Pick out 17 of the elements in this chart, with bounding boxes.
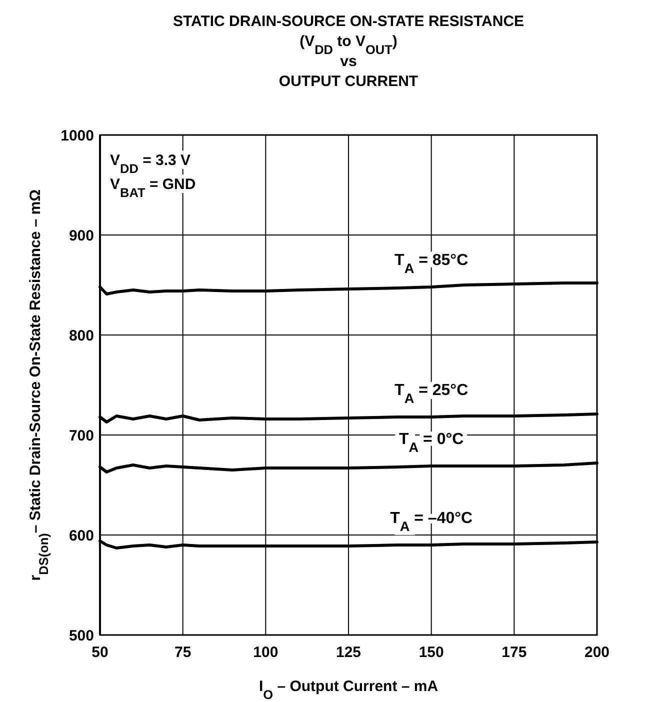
series-label: T$_{A}$ = 25°C — [394, 382, 469, 406]
series-label: T$_{A}$ = 85°C — [394, 252, 469, 276]
y-tick-label: 1000 — [60, 127, 94, 144]
x-tick-label: 200 — [584, 644, 610, 661]
x-tick-label: 75 — [174, 644, 192, 661]
x-tick-label: 175 — [502, 644, 527, 661]
y-tick-label: 700 — [68, 427, 94, 444]
x-tick-label: 150 — [418, 644, 444, 661]
y-tick-label: 800 — [68, 327, 94, 344]
y-tick-label: 500 — [68, 627, 94, 644]
x-tick-label: 125 — [336, 644, 362, 661]
y-tick-label: 900 — [68, 227, 94, 244]
chart-title: STATIC DRAIN-SOURCE ON-STATE RESISTANCE (V$_{DD}$ to V$_{OUT}$) vs OUTPUT CURRENT — [172, 13, 524, 90]
x-axis-title: I$_{O}$ – Output Current – mA — [258, 678, 438, 702]
x-tick-label: 50 — [92, 644, 108, 661]
y-tick-label: 600 — [68, 527, 94, 544]
x-tick-label: 100 — [253, 644, 278, 661]
